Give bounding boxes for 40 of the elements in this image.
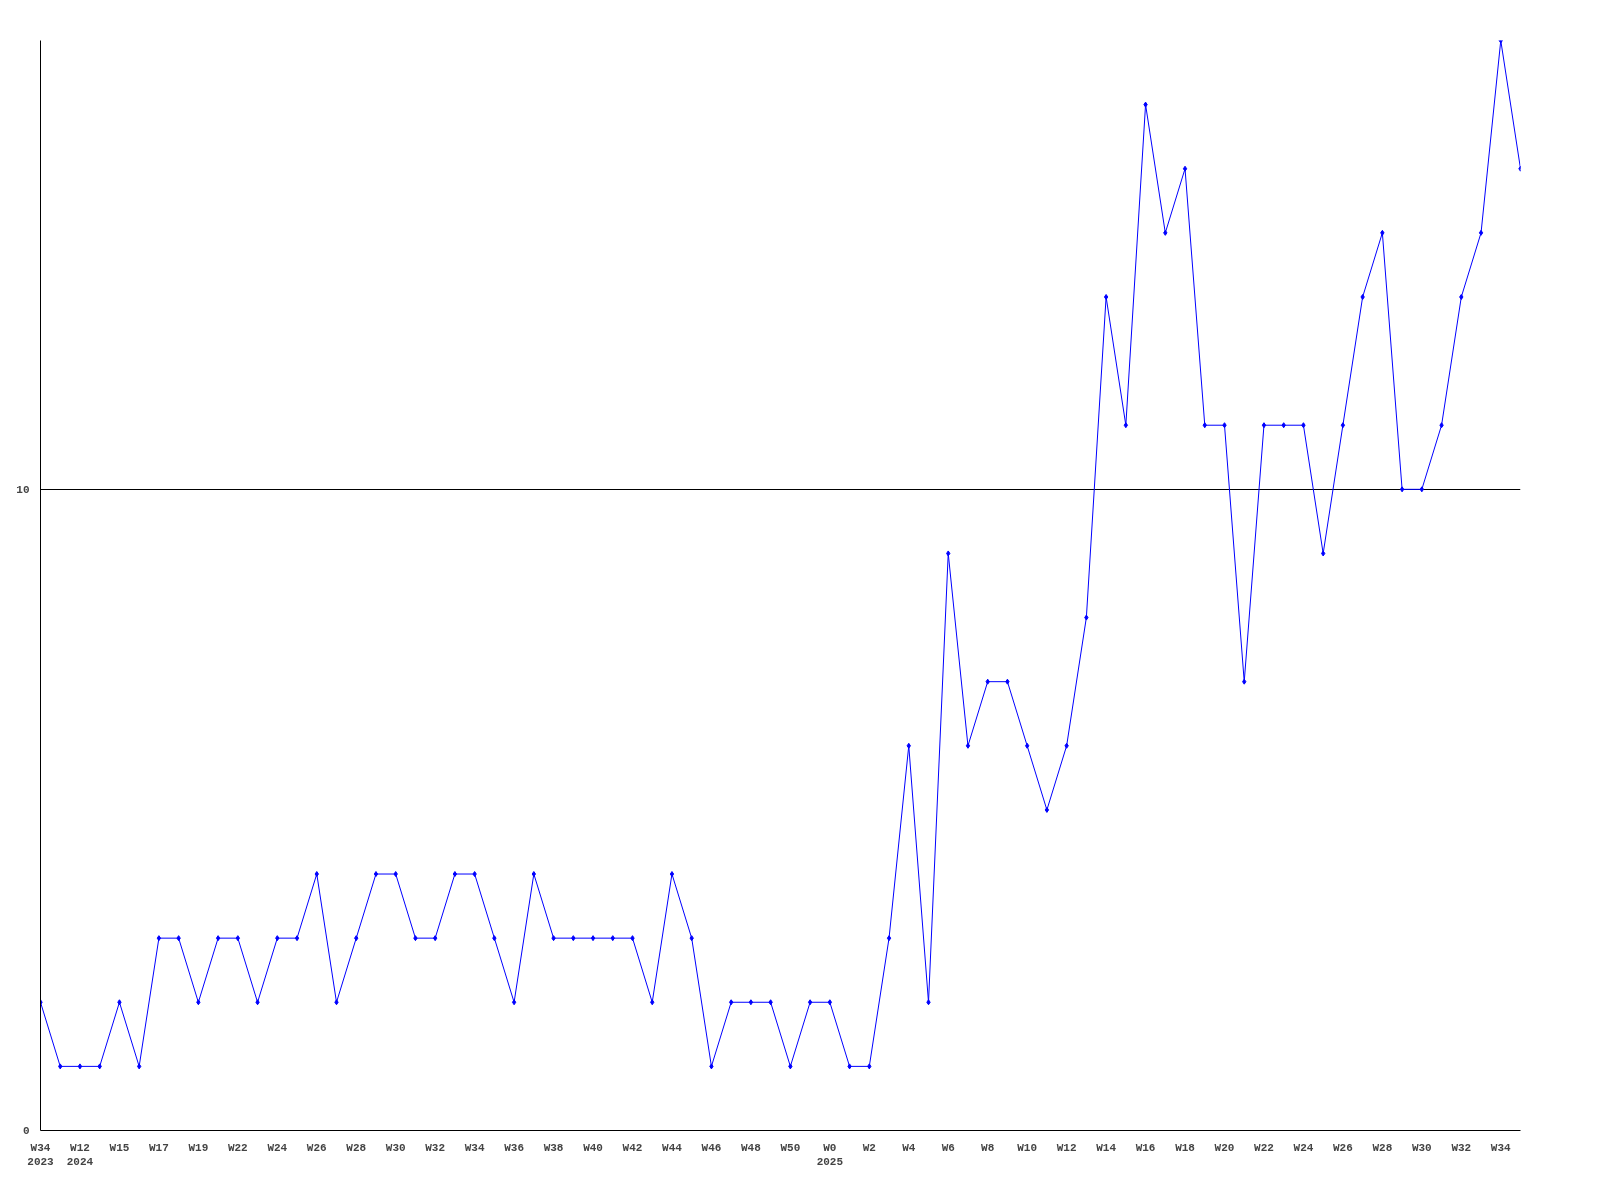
x-tick-label: W48 [741,1141,762,1154]
y-tick-label: 0 [22,1125,30,1137]
x-tick-label: W26 [1333,1141,1353,1154]
x-tick-label: W28 [1372,1141,1393,1154]
x-tick-label: W24 [267,1141,288,1154]
x-tick-label: W50 [780,1141,801,1154]
x-tick-label: W46 [701,1141,722,1154]
x-tick-label: W8 [981,1141,995,1154]
x-tick-label: W42 [622,1141,643,1154]
x-tick-label: W34 [1490,1141,1512,1154]
x-tick-label: W34 2023 [27,1141,55,1168]
x-tick-label: W26 [306,1141,327,1154]
x-tick-label: W22 [1254,1141,1274,1154]
x-tick-label: W32 [425,1141,446,1154]
x-tick-label: W44 [662,1141,683,1154]
x-tick-label: W30 [385,1141,406,1154]
x-tick-label: W14 [1096,1141,1117,1154]
x-tick-label: W28 [346,1141,367,1154]
x-tick-label: W20 [1214,1141,1235,1154]
x-tick-label: W34 [464,1141,485,1154]
x-tick-label: W18 [1175,1141,1196,1154]
x-tick-label: W36 [504,1141,525,1154]
x-tick-label: W2 [862,1141,876,1154]
x-tick-label: W22 [227,1141,248,1154]
x-tick-label: W10 [1017,1141,1038,1154]
x-tick-label: W6 [941,1141,955,1154]
x-tick-label: W16 [1135,1141,1156,1154]
x-tick-label: W17 [149,1141,169,1154]
x-tick-label: W40 [583,1141,603,1154]
x-tick-label: W12 2024 [66,1141,94,1168]
x-tick-label: W32 [1451,1141,1472,1154]
x-tick-label: W4 [902,1141,916,1154]
x-tick-label: W24 [1293,1141,1314,1154]
x-tick-label: W19 [188,1141,209,1154]
x-tick-label: W38 [543,1141,564,1154]
x-tick-label: W12 [1056,1141,1077,1154]
x-tick-label: W30 [1411,1141,1432,1154]
y-tick-label: 10 [16,483,30,496]
x-tick-label: W0 2025 [816,1141,844,1168]
x-tick-label: W15 [109,1141,130,1154]
